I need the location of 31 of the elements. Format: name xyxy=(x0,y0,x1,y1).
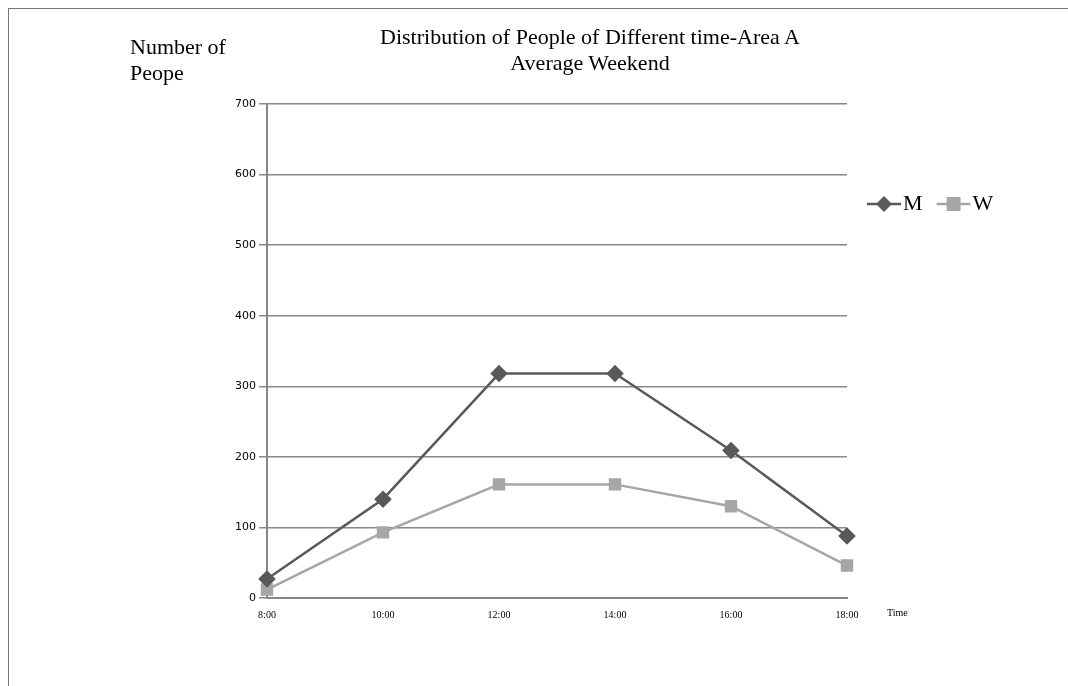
x-tick-label: 14:00 xyxy=(603,608,627,620)
y-tick-label: 200 xyxy=(235,449,256,463)
point xyxy=(722,442,740,459)
x-tick-label: 10:00 xyxy=(371,608,395,620)
y-tick-label: 300 xyxy=(235,379,256,393)
legend-label: M xyxy=(903,189,923,215)
y-tick-label: 400 xyxy=(235,308,256,322)
point xyxy=(608,478,622,491)
legend-label: W xyxy=(972,189,994,215)
point xyxy=(840,559,854,572)
chart-subtitle: Average Weekend xyxy=(509,50,671,76)
y-axis-title: Number of Peope xyxy=(130,34,227,86)
point xyxy=(492,478,506,491)
point xyxy=(724,500,738,513)
y-tick-label: 100 xyxy=(235,520,256,534)
point xyxy=(374,490,392,508)
point xyxy=(606,365,624,382)
x-tick-label: 8:00 xyxy=(258,608,276,620)
y-tick-label: 500 xyxy=(235,238,256,251)
x-tick-label: 16:00 xyxy=(719,608,743,620)
point xyxy=(838,527,856,545)
x-tick-label: 12:00 xyxy=(487,608,511,620)
chart-title: Distribution of People of Different time-Area A xyxy=(380,24,800,50)
y-tick-label: 600 xyxy=(235,167,256,181)
point xyxy=(490,365,508,382)
point xyxy=(376,526,390,539)
x-tick-label: 18:00 xyxy=(835,608,859,620)
point xyxy=(258,570,276,588)
y-tick-label: 0 xyxy=(249,590,256,604)
x-axis-title: Time xyxy=(887,607,908,618)
y-tick-label: 700 xyxy=(235,96,256,110)
